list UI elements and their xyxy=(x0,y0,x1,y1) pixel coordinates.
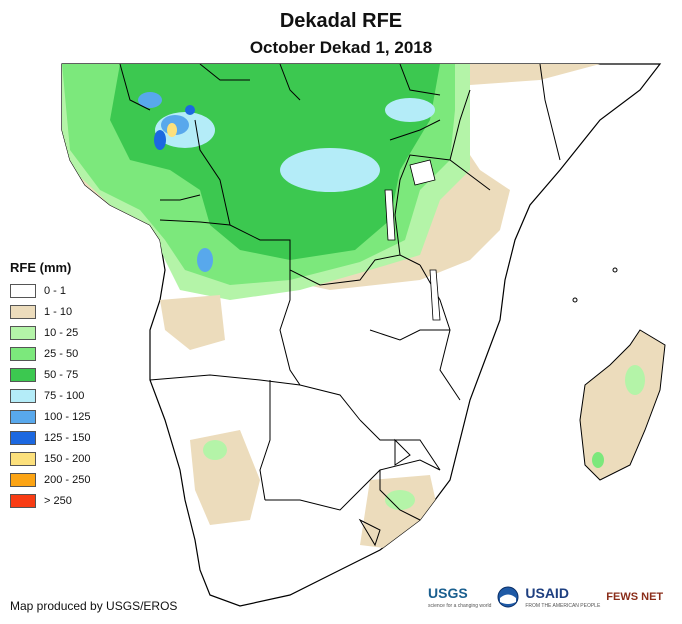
zone-125-150mm xyxy=(154,130,166,150)
legend-label: 1 - 10 xyxy=(44,305,73,318)
fews-net-logo: FEWS NET xyxy=(606,591,664,603)
zone-10-25mm-southafrica xyxy=(385,490,415,510)
zone-10-25mm-namibia xyxy=(203,440,227,460)
zone-1-10mm-southafrica xyxy=(360,475,440,550)
legend-item: 200 - 250 xyxy=(10,469,90,490)
legend-label: > 250 xyxy=(44,494,72,507)
zone-100-125mm-c xyxy=(197,248,213,272)
legend-rows: 0 - 1 1 - 10 10 - 25 25 - 50 50 - 75 75 - 100… xyxy=(10,280,90,511)
usgs-wordmark: USGS xyxy=(428,585,468,601)
lake-tanganyika xyxy=(384,189,396,241)
legend-item: 10 - 25 xyxy=(10,322,90,343)
legend-item: 1 - 10 xyxy=(10,301,90,322)
seychelles-island xyxy=(612,267,618,273)
madagascar-green-patch-b xyxy=(592,452,604,468)
legend-swatch xyxy=(10,472,36,487)
zone-100-125mm-b xyxy=(138,92,162,108)
legend-swatch xyxy=(10,346,36,361)
credit-text: Map produced by USGS/EROS xyxy=(10,599,178,613)
lake-victoria xyxy=(409,159,436,186)
legend-item: > 250 xyxy=(10,490,90,511)
legend: RFE (mm) 0 - 1 1 - 10 10 - 25 25 - 50 50 - 7… xyxy=(10,260,90,511)
legend-label: 10 - 25 xyxy=(44,326,79,339)
legend-item: 50 - 75 xyxy=(10,364,90,385)
legend-swatch xyxy=(10,451,36,466)
legend-item: 0 - 1 xyxy=(10,280,90,301)
legend-swatch xyxy=(10,367,36,382)
madagascar-green-patch xyxy=(625,365,645,395)
lake-malawi xyxy=(429,269,441,321)
legend-swatch xyxy=(10,388,36,403)
legend-label: 100 - 125 xyxy=(44,410,91,423)
legend-swatch xyxy=(10,493,36,508)
usaid-wordmark: USAID xyxy=(525,585,569,601)
logo-strip: USGS science for a changing world USAID … xyxy=(428,585,663,609)
legend-swatch xyxy=(10,430,36,445)
legend-item: 150 - 200 xyxy=(10,448,90,469)
legend-label: 50 - 75 xyxy=(44,368,79,381)
usgs-logo: USGS science for a changing world xyxy=(428,585,491,609)
legend-swatch xyxy=(10,304,36,319)
legend-label: 25 - 50 xyxy=(44,347,79,360)
comoros-island xyxy=(572,297,578,303)
legend-title: RFE (mm) xyxy=(10,260,72,275)
madagascar xyxy=(579,329,666,481)
legend-label: 200 - 250 xyxy=(44,473,91,486)
legend-swatch xyxy=(10,325,36,340)
noaa-logo-icon xyxy=(497,586,519,608)
legend-label: 150 - 200 xyxy=(44,452,91,465)
legend-label: 125 - 150 xyxy=(44,431,91,444)
legend-label: 75 - 100 xyxy=(44,389,85,402)
usaid-logo: USAID FROM THE AMERICAN PEOPLE xyxy=(525,585,600,609)
zone-1-10mm-angola-coast xyxy=(160,295,225,350)
zone-75-100mm-east xyxy=(385,98,435,122)
usaid-tagline: FROM THE AMERICAN PEOPLE xyxy=(525,603,601,609)
legend-item: 25 - 50 xyxy=(10,343,90,364)
map-title: Dekadal RFE xyxy=(279,10,403,32)
map-subtitle: October Dekad 1, 2018 xyxy=(249,38,433,57)
legend-item: 100 - 125 xyxy=(10,406,90,427)
legend-swatch xyxy=(10,409,36,424)
rainfall-zones xyxy=(62,64,600,550)
zone-150-200mm xyxy=(167,123,177,137)
zone-125-150mm-b xyxy=(185,105,195,115)
usgs-tagline: science for a changing world xyxy=(428,603,492,609)
legend-item: 125 - 150 xyxy=(10,427,90,448)
legend-item: 75 - 100 xyxy=(10,385,90,406)
zone-75-100mm-central xyxy=(280,148,380,192)
legend-label: 0 - 1 xyxy=(44,284,67,297)
legend-swatch xyxy=(10,283,36,298)
